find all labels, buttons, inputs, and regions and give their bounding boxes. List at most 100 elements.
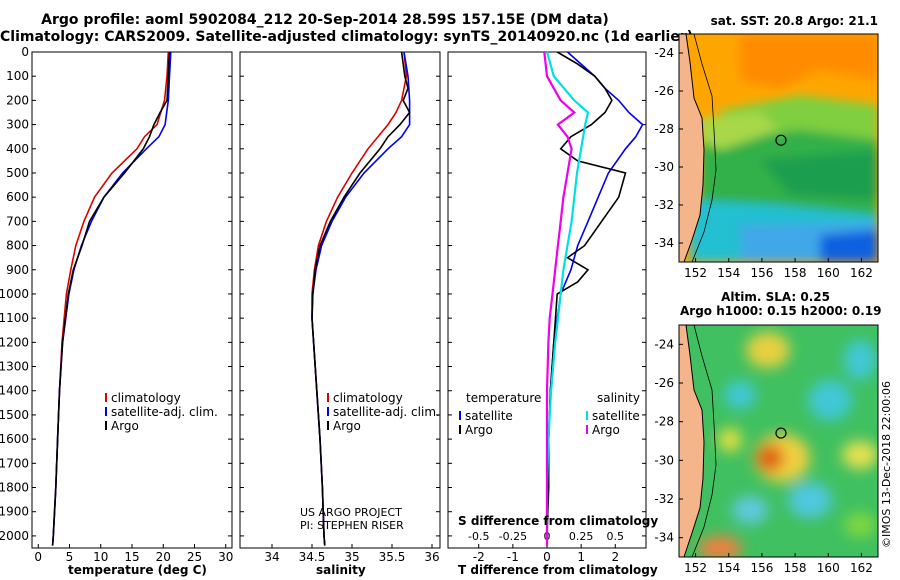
sla-blob-3: [808, 380, 852, 420]
sla-blob-2: [724, 381, 756, 409]
depth-tick-label: 1200: [0, 335, 29, 349]
diff-legend-temperature-header: temperature: [466, 391, 541, 405]
map2-lon-label: 158: [784, 561, 807, 575]
temp-legend-label: satellite-adj. clim.: [111, 405, 218, 419]
depth-tick-label: 900: [6, 263, 29, 277]
sdiff-tick-label: -0.25: [499, 530, 527, 543]
tdiff-tick-label: -1: [507, 550, 519, 564]
tdiff-tick-label: 2: [611, 550, 619, 564]
sal-line-climatology: [311, 51, 408, 546]
sal-line-argo: [311, 51, 411, 546]
temp-tick-label: 15: [124, 550, 139, 564]
sst-band-7: [700, 112, 780, 150]
map2-lat-label: -32: [654, 492, 674, 506]
depth-tick-label: 1000: [0, 287, 29, 301]
sla-map: [679, 325, 878, 557]
map1-lon-label: 156: [750, 266, 773, 280]
map1-lon-label: 158: [784, 266, 807, 280]
sal-tick-label: 34.5: [299, 550, 326, 564]
map2-lon-label: 160: [817, 561, 840, 575]
map2-lon-label: 162: [850, 561, 873, 575]
depth-tick-label: 100: [6, 69, 29, 83]
panel-frame-2: [239, 51, 441, 549]
project-pi: PI: STEPHEN RISER: [300, 519, 404, 532]
depth-tick-label: 800: [6, 239, 29, 253]
tdiff-tick-label: -2: [473, 550, 485, 564]
sla-coastline: [679, 325, 705, 557]
diff-legend-label: Argo: [592, 423, 620, 437]
depth-tick-label: 400: [6, 142, 29, 156]
sal-tick-label: 34: [264, 550, 279, 564]
diff-line-s-satellite: [545, 51, 590, 546]
sal-legend-label: Argo: [333, 419, 361, 433]
sal-legend-label: climatology: [333, 391, 403, 405]
map2-lat-label: -30: [654, 453, 674, 467]
depth-tick-label: 500: [6, 166, 29, 180]
diff-legend-label: satellite: [465, 409, 513, 423]
depth-tick-label: 0: [21, 45, 29, 59]
sst-band-6: [820, 230, 878, 262]
depth-tick-label: 1300: [0, 360, 29, 374]
sal-line-satellite-adj-clim-: [311, 51, 411, 546]
map2-lat-label: -34: [654, 531, 674, 545]
depth-tick-label: 300: [6, 118, 29, 132]
sla-blob-9: [788, 482, 832, 518]
diff-legend-label: Argo: [465, 423, 493, 437]
map2-lat-label: -28: [654, 415, 674, 429]
temp-tick-label: 20: [156, 550, 171, 564]
depth-tick-label: 1400: [0, 384, 29, 398]
sla-blob-4: [844, 340, 876, 380]
depth-tick-label: 2000: [0, 529, 29, 543]
sla-blob-8: [842, 441, 878, 469]
map1-lon-label: 160: [817, 266, 840, 280]
temp-tick-label: 10: [93, 550, 108, 564]
tdiff-tick-label: 1: [577, 550, 585, 564]
temp-tick-label: 30: [218, 550, 233, 564]
depth-tick-label: 600: [6, 190, 29, 204]
map1-frame: [678, 33, 879, 263]
sst-map: [679, 34, 878, 262]
sst-band-3: [760, 150, 878, 200]
project-name: US ARGO PROJECT: [300, 506, 402, 519]
depth-tick-label: 1800: [0, 481, 29, 495]
diff-legend-salinity-header: salinity: [597, 391, 640, 405]
sst-coastline: [679, 34, 705, 262]
map2-lat-label: -26: [654, 376, 674, 390]
map1-lat-label: -30: [654, 160, 674, 174]
sla-map-subtitle: Argo h1000: 0.15 h2000: 0.19: [680, 304, 882, 318]
diff-line-t-satellite: [546, 51, 644, 546]
sla-blob-11: [698, 536, 742, 557]
sla-blob-1: [746, 332, 790, 368]
sla-map-title: Altim. SLA: 0.25: [721, 290, 830, 304]
map1-lat-label: -32: [654, 198, 674, 212]
sst-map-title: sat. SST: 20.8 Argo: 21.1: [710, 14, 878, 28]
tdiff-tick-label: 0: [543, 550, 551, 564]
diff-line-s-argo: [543, 51, 577, 546]
depth-tick-label: 1500: [0, 408, 29, 422]
sal-tick-label: 36: [424, 550, 439, 564]
map2-frame: [678, 324, 879, 558]
diff-legend-label: satellite: [592, 409, 640, 423]
depth-tick-label: 200: [6, 93, 29, 107]
sla-blob-10: [732, 496, 768, 524]
map1-lat-label: -24: [654, 46, 674, 60]
sdiff-axis-label: S difference from climatology: [458, 514, 659, 528]
depth-tick-label: 1600: [0, 432, 29, 446]
title-line-1: Argo profile: aoml 5902084_212 20-Sep-20…: [41, 12, 609, 28]
project-annotation: US ARGO PROJECT PI: STEPHEN RISER: [300, 506, 404, 532]
map1-lon-label: 154: [717, 266, 740, 280]
sal-tick-label: 35: [344, 550, 359, 564]
sdiff-tick-label: -0.5: [468, 530, 489, 543]
sla-blob-6: [756, 444, 784, 472]
temp-tick-label: 5: [66, 550, 74, 564]
temp-line-argo: [51, 51, 171, 546]
map1-lat-label: -26: [654, 84, 674, 98]
temp-tick-label: 0: [34, 550, 42, 564]
map1-lat-label: -34: [654, 236, 674, 250]
map2-lat-label: -24: [654, 337, 674, 351]
map2-argo-marker: [775, 427, 787, 439]
sla-isobath: [691, 325, 717, 557]
tdiff-axis-label: T difference from climatology: [458, 563, 658, 577]
sdiff-tick-label: 0.25: [569, 530, 594, 543]
